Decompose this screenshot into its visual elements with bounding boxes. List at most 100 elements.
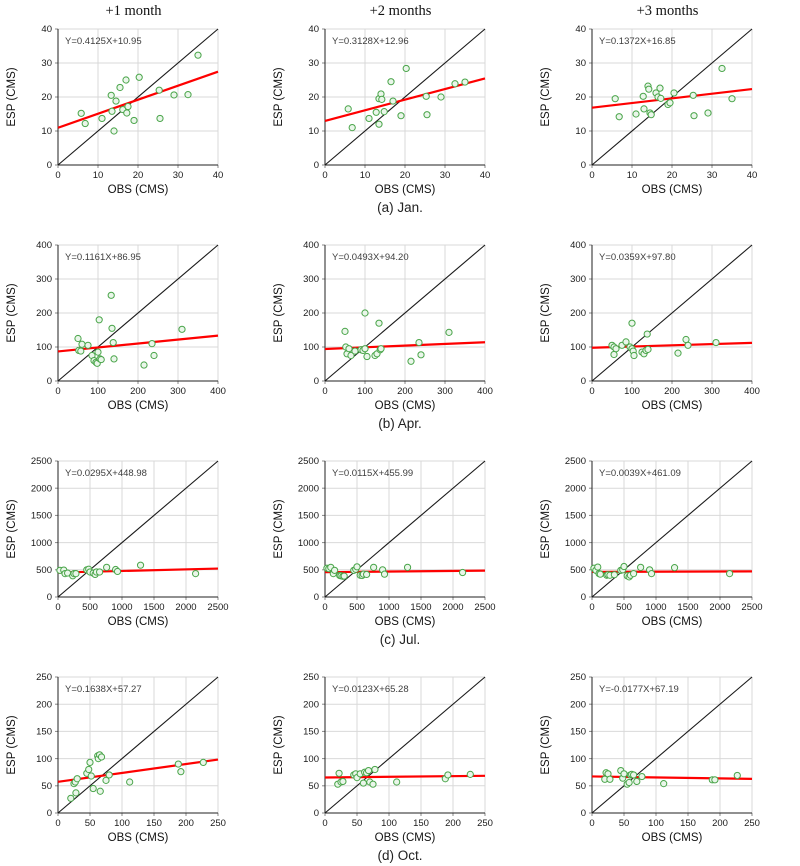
data-point: [363, 352, 371, 361]
data-point: [402, 64, 410, 73]
data-point: [628, 319, 636, 327]
y-tick-label: 250: [570, 672, 586, 683]
y-tick-label: 2500: [565, 456, 586, 467]
data-point: [610, 571, 619, 579]
x-tick-label: 40: [213, 170, 224, 181]
x-tick-label: 2000: [709, 602, 730, 613]
scatter-plot: 00 500 500 1000 1000 1500 1500 2000 2000 2500 2500…: [6, 456, 229, 628]
x-tick-label: 0: [55, 170, 60, 181]
data-point: [155, 86, 163, 94]
y-tick-label: 100: [36, 754, 52, 765]
x-tick-label: 30: [707, 170, 718, 181]
scatter-panel-cjul-3: 0 0 500 500 1000 1000 1500 1500 2000 2000 2500 2500…: [534, 434, 800, 631]
x-tick-label: 200: [397, 386, 413, 397]
column-title: [0, 218, 267, 237]
x-axis-label: OBS (CMS): [642, 832, 703, 844]
scatter-plot: 00 10 10 20 20 30 30 40 40 Y=0.3128X+12.96 OBS (CM…: [273, 24, 490, 196]
data-point: [647, 570, 656, 578]
data-point: [148, 340, 156, 348]
data-point: [380, 108, 388, 116]
scatter-plot: 00 500 500 1000 1000 1500 1500 2000 2000 2500 2500…: [273, 456, 496, 628]
data-point: [344, 105, 352, 113]
y-tick-label: 40: [41, 24, 52, 35]
panel-row: 0 0 500 500 1000 1000 1500 1500 2000 2000 2500 2500…: [0, 434, 800, 631]
data-point: [690, 112, 698, 120]
identity-line: [591, 28, 753, 166]
y-tick-label: 200: [36, 308, 52, 319]
y-tick-label: 0: [581, 808, 586, 819]
data-point: [704, 109, 712, 117]
data-point: [620, 562, 628, 571]
data-point: [95, 316, 103, 324]
data-point: [340, 572, 348, 580]
data-point: [347, 351, 355, 360]
scatter-plot: 00 500 500 1000 1000 1500 1500 2000 2000 2500 2500…: [540, 456, 763, 628]
y-tick-label: 100: [303, 342, 319, 353]
y-tick-label: 150: [303, 727, 319, 738]
data-point: [389, 97, 397, 105]
data-point: [199, 758, 207, 767]
data-point: [657, 94, 665, 102]
regression-equation: Y=0.0039X+461.09: [599, 468, 681, 479]
y-tick-label: 2000: [31, 483, 52, 494]
row-caption: (d) Oct.: [377, 848, 423, 863]
data-point: [108, 324, 116, 332]
y-tick-label: 300: [570, 274, 586, 285]
data-point: [339, 777, 347, 786]
x-tick-label: 500: [82, 602, 98, 613]
scatter-panel-doct-1: 0 0 50 50 100 100 150 150 200 200 250 250 Y=0.1638X+…: [0, 650, 267, 847]
data-point: [150, 351, 158, 360]
column-title: +1 month: [105, 3, 162, 19]
y-tick-label: 40: [575, 24, 586, 35]
data-point: [109, 338, 117, 347]
x-tick-label: 0: [322, 602, 327, 613]
x-tick-label: 0: [55, 386, 60, 397]
data-point: [632, 110, 640, 118]
scatter-panel-bapr-2: 0 0 100 100 200 200 300 300 400 400 Y=0.0493X+94.2…: [267, 218, 534, 415]
column-title: [267, 434, 534, 453]
x-tick-label: 250: [477, 818, 493, 829]
column-title: +2 months: [369, 3, 432, 19]
data-point: [610, 350, 618, 359]
data-point: [378, 95, 386, 103]
data-point: [620, 770, 628, 778]
data-point: [105, 771, 113, 779]
scatter-plot: 00 50 50 100 100 150 150 200 200 250 250 Y=0.0123X+…: [273, 672, 493, 844]
x-axis-label: OBS (CMS): [108, 832, 169, 844]
identity-line: [57, 244, 219, 382]
scatter-panel-ajan-3: +3 months 0 0 10 10 20 20 30 30 40 40 Y=0.1372X+16.…: [534, 2, 800, 199]
data-point: [72, 789, 80, 797]
data-point: [625, 778, 633, 787]
x-tick-label: 300: [170, 386, 186, 397]
data-point: [377, 345, 385, 353]
scatter-plot: 00 100 100 200 200 300 300 400 400 Y=0.1161X+86.9…: [6, 240, 226, 412]
scatter-panel-ajan-1: +1 month 0 0 10 10 20 20 30 30 40 40 Y=0.4125X+10.9…: [0, 2, 267, 199]
data-point: [341, 327, 349, 335]
data-point: [371, 765, 379, 774]
data-point: [726, 570, 734, 578]
data-point: [444, 771, 452, 779]
data-point: [363, 570, 371, 579]
data-point: [596, 570, 604, 578]
data-point: [393, 778, 401, 786]
x-axis-label: OBS (CMS): [108, 400, 169, 412]
data-point: [351, 347, 359, 355]
regression-equation: Y=0.0493X+94.20: [332, 252, 409, 263]
identity-line: [57, 460, 219, 598]
regression-line: [57, 758, 219, 783]
regression-equation: Y=0.3128X+12.96: [332, 36, 409, 47]
data-point: [375, 319, 383, 327]
scatter-plot: 00 50 50 100 100 150 150 200 200 250 250 Y=-0.0177X…: [540, 672, 760, 844]
panel-row: 0 0 100 100 200 200 300 300 400 400 Y=0.1161X+86.9…: [0, 218, 800, 415]
data-point: [116, 83, 124, 92]
data-point: [170, 91, 178, 99]
regression-line: [324, 774, 486, 779]
regression-line: [591, 775, 753, 780]
scatter-panel-doct-3: 0 0 50 50 100 100 150 150 200 200 250 250 Y=-0.0177X…: [534, 650, 800, 847]
x-tick-label: 250: [744, 818, 760, 829]
data-point: [728, 95, 736, 103]
y-tick-label: 50: [575, 781, 586, 792]
row-caption: (c) Jul.: [379, 632, 421, 647]
regression-equation: Y=0.1638X+57.27: [65, 684, 142, 695]
figure-row-2: 0 0 100 100 200 200 300 300 400 400 Y=0.1161X+86.9…: [0, 218, 800, 434]
